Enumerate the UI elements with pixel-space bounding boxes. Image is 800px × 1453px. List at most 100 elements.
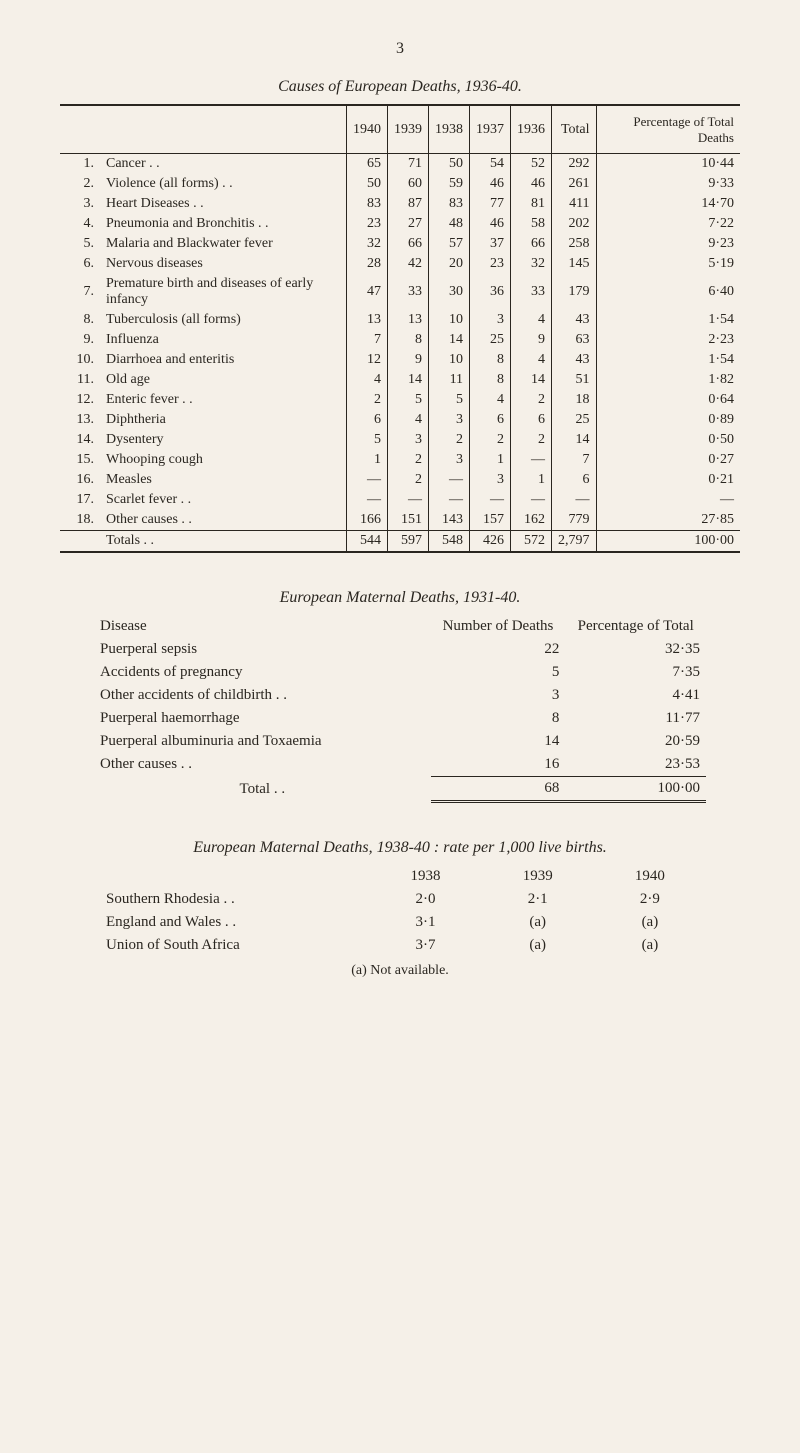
cell-value: 36	[470, 274, 511, 310]
cell-value: 51	[552, 370, 597, 390]
col-1938: 1938	[429, 105, 470, 154]
cell-value: 6	[347, 410, 388, 430]
cell-value: 4	[347, 370, 388, 390]
cell-value: 1·54	[596, 310, 740, 330]
disease-label: Other accidents of childbirth . .	[94, 684, 431, 707]
row-label: Enteric fever . .	[100, 390, 347, 410]
disease-label: Accidents of pregnancy	[94, 661, 431, 684]
row-label: Violence (all forms) . .	[100, 174, 347, 194]
table-row: 17.Scarlet fever . .———————	[60, 490, 740, 510]
cell-value: 32	[511, 254, 552, 274]
cell-value: —	[596, 490, 740, 510]
cell-value: 33	[511, 274, 552, 310]
totals-row: Totals . .5445975484265722,797100·00	[60, 531, 740, 553]
percentage: 32·35	[565, 638, 706, 661]
cell-value: 151	[388, 510, 429, 531]
rate-value: (a)	[482, 934, 594, 957]
table2-title: European Maternal Deaths, 1931-40.	[60, 589, 740, 607]
table-row: 10.Diarrhoea and enteritis1291084431·54	[60, 350, 740, 370]
table-row: Puerperal sepsis2232·35	[94, 638, 706, 661]
table-row: England and Wales . .3·1(a)(a)	[94, 911, 706, 934]
table-row: 11.Old age41411814511·82	[60, 370, 740, 390]
cell-value: 4	[470, 390, 511, 410]
region-label: Southern Rhodesia . .	[94, 888, 369, 911]
cell-value: —	[511, 450, 552, 470]
cell-value: —	[470, 490, 511, 510]
table-row: Other accidents of childbirth . .34·41	[94, 684, 706, 707]
cell-value: 28	[347, 254, 388, 274]
row-number: 8.	[60, 310, 100, 330]
cell-value: —	[552, 490, 597, 510]
row-number: 6.	[60, 254, 100, 274]
row-number: 10.	[60, 350, 100, 370]
cell-value: 23	[347, 214, 388, 234]
row-number: 18.	[60, 510, 100, 531]
table-row: 3.Heart Diseases . .838783778141114·70	[60, 194, 740, 214]
cell-value: 2	[511, 390, 552, 410]
row-number: 4.	[60, 214, 100, 234]
row-number: 14.	[60, 430, 100, 450]
number-deaths: 14	[431, 730, 566, 753]
percentage: 20·59	[565, 730, 706, 753]
table1-title: Causes of European Deaths, 1936-40.	[60, 78, 740, 96]
row-number: 11.	[60, 370, 100, 390]
table-row: 12.Enteric fever . .25542180·64	[60, 390, 740, 410]
row-label: Diphtheria	[100, 410, 347, 430]
table-maternal-deaths-1931-40: Disease Number of Deaths Percentage of T…	[94, 615, 706, 803]
cell-value: 47	[347, 274, 388, 310]
cell-value: 292	[552, 154, 597, 175]
col-disease: Disease	[94, 615, 431, 638]
total-percentage: 100·00	[565, 777, 706, 802]
table-row: 9.Influenza7814259632·23	[60, 330, 740, 350]
cell-value: 2	[388, 450, 429, 470]
cell-value: 145	[552, 254, 597, 274]
cell-value: 33	[388, 274, 429, 310]
cell-value: 4	[511, 310, 552, 330]
cell-value: 9	[511, 330, 552, 350]
cell-value: 27·85	[596, 510, 740, 531]
cell-value: 0·27	[596, 450, 740, 470]
totals-value: 2,797	[552, 531, 597, 553]
total-row: Total . .68100·00	[94, 777, 706, 802]
cell-value: 8	[470, 370, 511, 390]
number-deaths: 22	[431, 638, 566, 661]
cell-value: 2	[388, 470, 429, 490]
cell-value: 13	[388, 310, 429, 330]
cell-value: —	[511, 490, 552, 510]
row-label: Tuberculosis (all forms)	[100, 310, 347, 330]
cell-value: 1	[470, 450, 511, 470]
table3-title-b: rate per 1,000 live births.	[443, 839, 607, 856]
cell-value: 5·19	[596, 254, 740, 274]
cell-value: —	[388, 490, 429, 510]
totals-label: Totals . .	[100, 531, 347, 553]
cell-value: 87	[388, 194, 429, 214]
percentage: 7·35	[565, 661, 706, 684]
totals-value: 597	[388, 531, 429, 553]
percentage: 4·41	[565, 684, 706, 707]
cell-value: 3	[429, 450, 470, 470]
cell-value: 6·40	[596, 274, 740, 310]
rate-value: 2·0	[369, 888, 481, 911]
totals-value: 572	[511, 531, 552, 553]
cell-value: 1·82	[596, 370, 740, 390]
cell-value: 779	[552, 510, 597, 531]
cell-value: 8	[470, 350, 511, 370]
cell-value: 42	[388, 254, 429, 274]
cell-value: 2	[429, 430, 470, 450]
rate-value: 3·1	[369, 911, 481, 934]
cell-value: 50	[429, 154, 470, 175]
cell-value: 2	[470, 430, 511, 450]
cell-value: 14·70	[596, 194, 740, 214]
cell-value: 143	[429, 510, 470, 531]
cell-value: 411	[552, 194, 597, 214]
cell-value: 1	[511, 470, 552, 490]
table-row: Other causes . .1623·53	[94, 753, 706, 777]
table3-title-a: European Maternal Deaths, 1938-40 :	[193, 839, 439, 856]
cell-value: 23	[470, 254, 511, 274]
row-label: Influenza	[100, 330, 347, 350]
col-1940: 1940	[594, 865, 706, 888]
cell-value: 50	[347, 174, 388, 194]
rate-value: (a)	[594, 934, 706, 957]
table-maternal-deaths-rate: 1938 1939 1940 Southern Rhodesia . .2·02…	[94, 865, 706, 957]
percentage: 11·77	[565, 707, 706, 730]
